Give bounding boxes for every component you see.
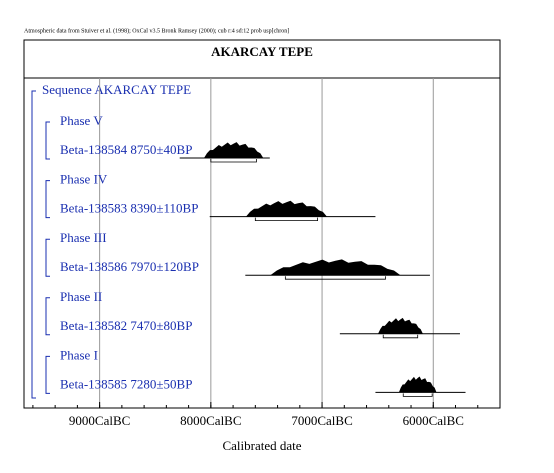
chart-title: AKARCAY TEPE [211,44,313,59]
sample-label: Beta-138582 7470±80BP [60,318,192,333]
hpd-bracket [284,276,386,280]
distribution [398,376,437,393]
phase-bracket [45,297,50,336]
phase-label: Phase II [60,289,102,304]
phase-bracket [45,238,50,277]
x-tick-label: 6000CalBC [403,413,464,428]
phase-label: Phase I [60,347,98,362]
phase-label: Phase IV [60,172,108,187]
x-tick-label: 7000CalBC [291,413,352,428]
phase-bracket [45,355,50,394]
sample-label: Beta-138583 8390±110BP [60,201,198,216]
distribution [270,259,401,276]
phase-bracket [45,121,50,160]
hpd-bracket [382,334,419,339]
phase-bracket [45,180,50,219]
hpd-bracket [210,159,257,163]
x-axis-label: Calibrated date [222,438,301,453]
distribution [378,317,423,334]
sample-label: Beta-138584 8750±40BP [60,142,192,157]
sample-label: Beta-138585 7280±50BP [60,376,192,391]
sequence-label: Sequence AKARCAY TEPE [42,82,191,97]
x-tick-label: 9000CalBC [69,413,130,428]
hpd-bracket [402,393,433,397]
phase-label: Phase V [60,113,103,128]
sequence-bracket [31,90,36,399]
distribution [245,200,327,217]
x-tick-label: 8000CalBC [180,413,241,428]
sample-label: Beta-138586 7970±120BP [60,259,199,274]
hpd-bracket [254,217,319,221]
distribution [204,142,264,158]
frame [23,39,501,409]
header: Atmospheric data from Stuiver et al. (19… [24,27,289,34]
phase-label: Phase III [60,230,107,245]
